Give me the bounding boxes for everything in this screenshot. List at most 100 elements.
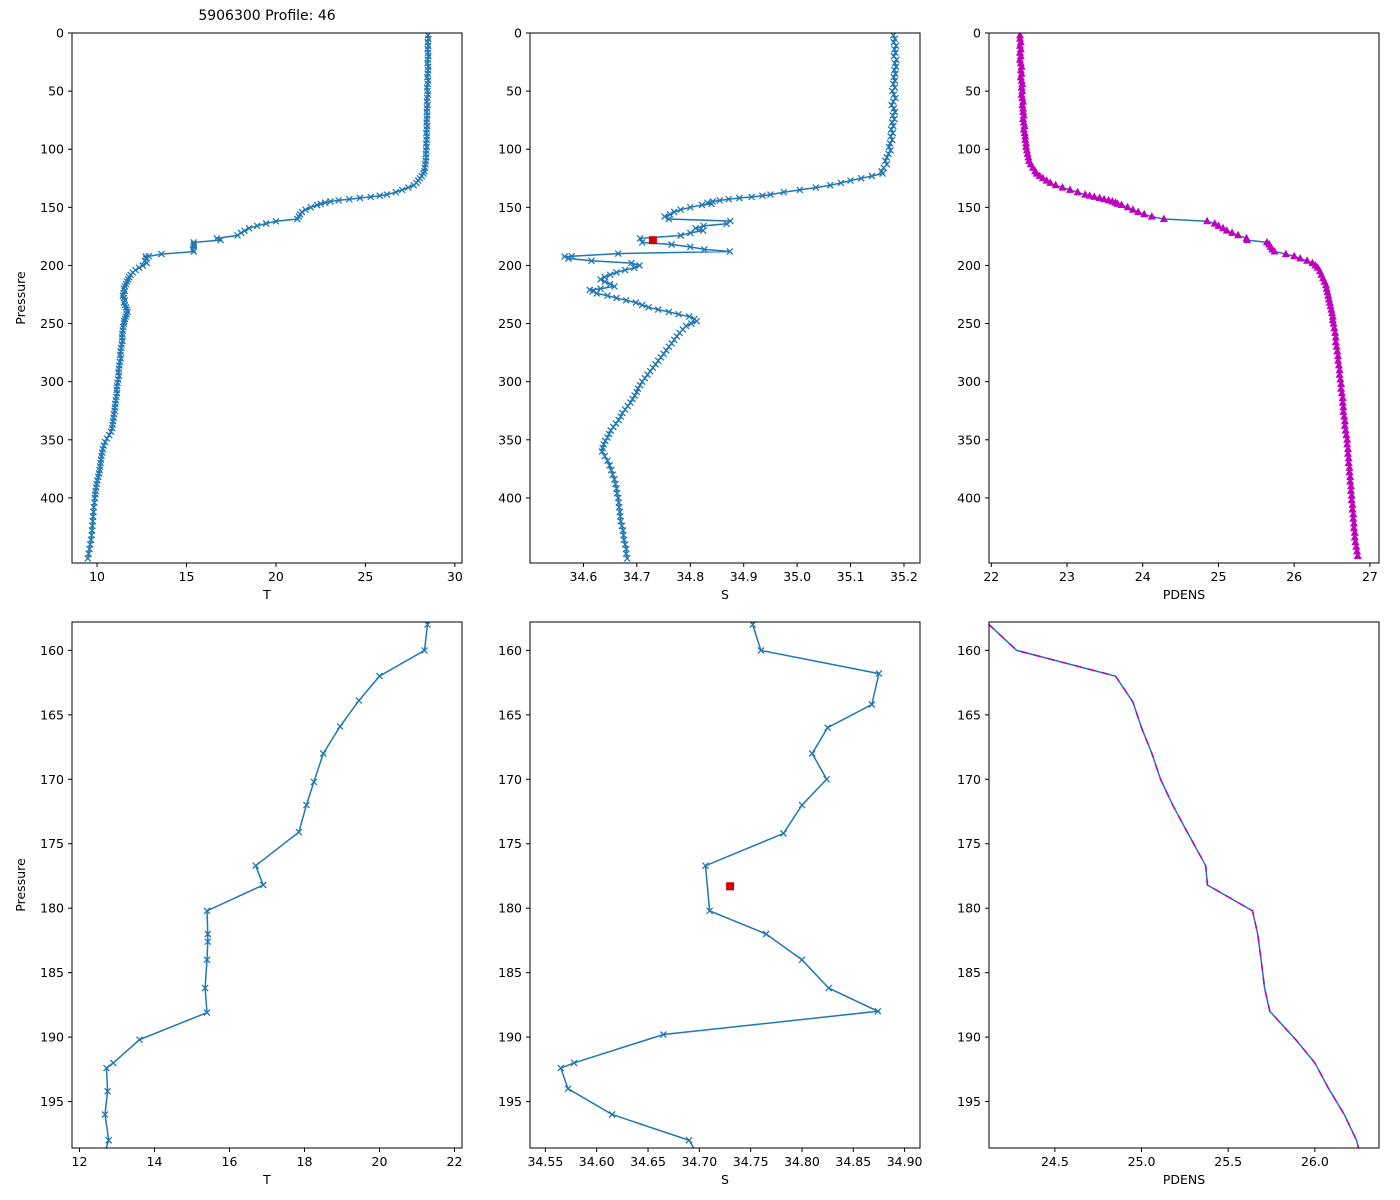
x-tick-label: 34.80 <box>784 1154 820 1169</box>
profile-line-temperature-full <box>86 35 430 559</box>
x-tick-label: 34.9 <box>730 569 758 584</box>
x-markers-salinity-full <box>561 33 900 562</box>
y-tick-label: 100 <box>40 142 64 157</box>
x-tick-label: 34.55 <box>527 1154 563 1169</box>
y-tick-label: 0 <box>56 26 64 41</box>
y-tick-label: 400 <box>40 490 64 505</box>
y-tick-label: 190 <box>40 1030 64 1045</box>
x-tick-label: 35.2 <box>890 569 918 584</box>
plot-area-pdens-zoom <box>989 623 1360 1148</box>
y-tick-label: 160 <box>40 643 64 658</box>
x-tick-label: 18 <box>297 1154 313 1169</box>
x-tick-label: 24 <box>1135 569 1151 584</box>
x-tick-label: 35.0 <box>783 569 811 584</box>
y-tick-label: 175 <box>40 836 64 851</box>
y-tick-label: 250 <box>957 316 981 331</box>
y-tick-label: 175 <box>498 836 522 851</box>
x-tick-label: 26 <box>1286 569 1302 584</box>
y-tick-label: 100 <box>957 142 981 157</box>
x-markers-temperature-full <box>84 33 432 562</box>
y-tick-label: 185 <box>40 965 64 980</box>
y-tick-label: 160 <box>498 643 522 658</box>
x-tick-label: 34.60 <box>579 1154 615 1169</box>
x-markers-salinity-zoom <box>557 622 883 1144</box>
x-tick-label: 30 <box>447 569 463 584</box>
y-tick-label: 300 <box>40 374 64 389</box>
y-tick-label: 165 <box>40 707 64 722</box>
profile-line-salinity-zoom <box>559 622 881 1148</box>
x-tick-label: 15 <box>179 569 195 584</box>
axes-box-temperature-full <box>71 32 463 564</box>
y-tick-label: 400 <box>957 490 981 505</box>
highlight-square-marker <box>726 882 735 891</box>
x-tick-label: 35.1 <box>837 569 865 584</box>
x-tick-label: 27 <box>1362 569 1378 584</box>
y-tick-label: 180 <box>498 901 522 916</box>
x-tick-label: 20 <box>372 1154 388 1169</box>
plot-area-temperature-zoom <box>101 622 431 1148</box>
y-tick-label: 185 <box>957 965 981 980</box>
plot-area-temperature-full <box>84 33 432 562</box>
y-tick-label: 180 <box>957 901 981 916</box>
x-axis-label-salinity-full: S <box>721 587 729 602</box>
y-tick-label: 300 <box>498 374 522 389</box>
subplot-temperature-zoom: 12 14 16 18 20 22 160 165 170 175 180 185 190 195 T Pre… <box>13 621 463 1187</box>
x-tick-label: 34.70 <box>681 1154 717 1169</box>
x-axis-label-temperature-zoom: T <box>262 1172 271 1187</box>
y-tick-label: 160 <box>957 643 981 658</box>
x-tick-label: 10 <box>89 569 105 584</box>
axes-box-pdens-full <box>988 32 1380 564</box>
x-markers-temperature-zoom <box>101 622 431 1144</box>
x-tick-label: 25.5 <box>1214 1154 1242 1169</box>
y-tick-label: 185 <box>498 965 522 980</box>
x-axis-label-salinity-zoom: S <box>721 1172 729 1187</box>
x-tick-label: 34.7 <box>623 569 651 584</box>
x-tick-label: 20 <box>268 569 284 584</box>
x-tick-label: 34.90 <box>887 1154 923 1169</box>
x-tick-label: 34.65 <box>630 1154 666 1169</box>
y-tick-label: 350 <box>498 432 522 447</box>
x-axis-label-pdens-full: PDENS <box>1163 587 1205 602</box>
profile-line-pdens-full <box>1019 35 1359 557</box>
x-tick-label: 34.8 <box>676 569 704 584</box>
x-tick-label: 12 <box>72 1154 88 1169</box>
figure-title: 5906300 Profile: 46 <box>198 8 336 24</box>
highlight-square-marker <box>648 236 657 245</box>
y-tick-label: 195 <box>498 1094 522 1109</box>
axes-box-salinity-zoom <box>529 621 921 1149</box>
y-tick-label: 50 <box>48 84 64 99</box>
x-axis-label-pdens-zoom: PDENS <box>1163 1172 1205 1187</box>
y-tick-label: 0 <box>514 26 522 41</box>
x-tick-label: 22 <box>983 569 999 584</box>
profile-line-pdens-zoom <box>989 623 1360 1148</box>
y-tick-label: 250 <box>40 316 64 331</box>
subplot-salinity-full: 34.6 34.7 34.8 34.9 35.0 35.1 35.2 0 50 100 150 200… <box>498 26 921 602</box>
axes-box-temperature-zoom <box>71 621 463 1149</box>
x-tick-label: 14 <box>147 1154 163 1169</box>
subplot-pdens-full: 22 23 24 25 26 27 0 50 100 150 200 250 300 350 400 PDEN… <box>957 26 1380 602</box>
y-axis-label-pressure: Pressure <box>13 271 28 325</box>
plot-area-salinity-full <box>561 33 900 562</box>
x-tick-label: 23 <box>1059 569 1075 584</box>
y-tick-label: 150 <box>498 200 522 215</box>
y-tick-label: 200 <box>40 258 64 273</box>
x-tick-label: 34.85 <box>835 1154 871 1169</box>
y-tick-label: 350 <box>957 432 981 447</box>
subplot-temperature-full: 10 15 20 25 30050100150200250300350400TPress… <box>13 26 463 603</box>
y-tick-label: 165 <box>957 707 981 722</box>
x-tick-label: 16 <box>222 1154 238 1169</box>
y-tick-label: 170 <box>498 772 522 787</box>
y-tick-label: 150 <box>957 200 981 215</box>
plot-area-pdens-full <box>1016 33 1362 559</box>
y-tick-label: 165 <box>498 707 522 722</box>
y-tick-label: 50 <box>965 84 981 99</box>
y-tick-label: 150 <box>40 200 64 215</box>
y-tick-label: 175 <box>957 836 981 851</box>
y-tick-label: 50 <box>506 84 522 99</box>
x-tick-label: 34.75 <box>733 1154 769 1169</box>
x-tick-label: 24.5 <box>1041 1154 1069 1169</box>
y-tick-label: 200 <box>957 258 981 273</box>
axes-box-salinity-full <box>529 32 921 564</box>
y-tick-label: 200 <box>498 258 522 273</box>
